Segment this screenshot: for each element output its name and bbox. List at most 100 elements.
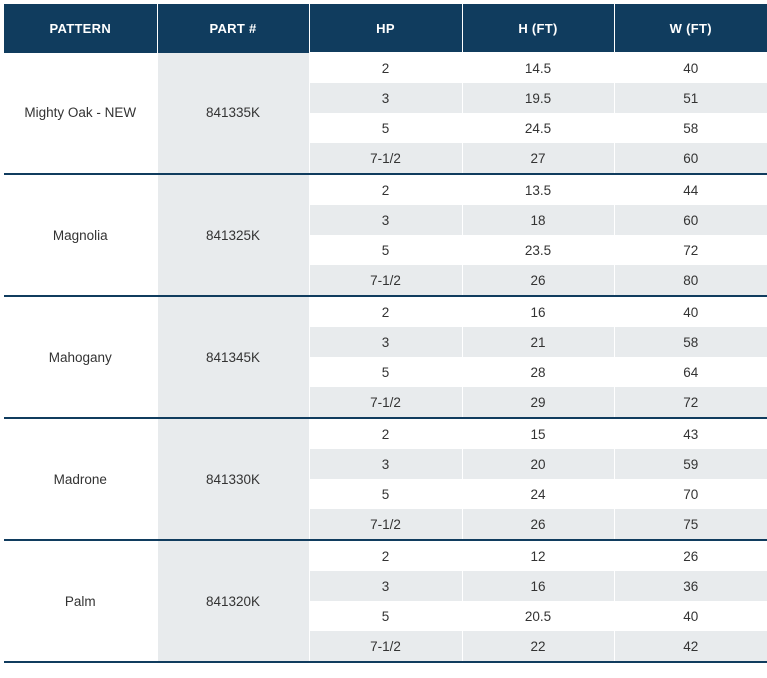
hp-cell: 3 [309, 449, 463, 479]
pattern-name-cell: Mahogany [4, 296, 158, 419]
width-cell: 58 [614, 327, 767, 357]
part-number-cell: 841320K [157, 540, 310, 663]
height-cell: 21 [462, 327, 615, 357]
width-cell: 72 [614, 235, 767, 265]
table-row: Mahogany 841345K 2 16 40 [4, 295, 767, 419]
height-cell: 16 [462, 571, 615, 601]
hp-cell: 3 [309, 571, 463, 601]
hp-cell: 3 [309, 327, 463, 357]
table-row: Mighty Oak - NEW 841335K 2 14.5 40 [4, 52, 767, 175]
column-header-part: PART # [157, 4, 310, 53]
width-cell: 40 [614, 295, 767, 327]
hp-cell: 7-1/2 [309, 143, 463, 175]
hp-cell: 7-1/2 [309, 509, 463, 541]
column-header-height: H (FT) [462, 4, 615, 53]
width-cell: 72 [614, 387, 767, 419]
table-row: Palm 841320K 2 12 26 [4, 539, 767, 663]
table-row: Madrone 841330K 2 15 43 [4, 417, 767, 541]
pattern-name-cell: Madrone [4, 418, 158, 541]
table-row: Magnolia 841325K 2 13.5 44 [4, 173, 767, 297]
hp-cell: 5 [309, 113, 463, 143]
height-cell: 24.5 [462, 113, 615, 143]
table-row: 5 20.5 40 [4, 601, 767, 631]
width-cell: 80 [614, 265, 767, 297]
table-row: 7-1/2 27 60 [4, 143, 767, 175]
hp-cell: 3 [309, 205, 463, 235]
part-number-cell: 841330K [157, 418, 310, 541]
width-cell: 64 [614, 357, 767, 387]
height-cell: 14.5 [462, 52, 615, 83]
width-cell: 44 [614, 173, 767, 205]
height-cell: 26 [462, 509, 615, 541]
column-header-pattern: PATTERN [4, 4, 158, 53]
part-number-cell: 841335K [157, 52, 310, 175]
spec-table: PATTERN PART # HP H (FT) W (FT) Mighty O… [4, 4, 767, 663]
width-cell: 36 [614, 571, 767, 601]
pattern-name-cell: Palm [4, 540, 158, 663]
column-header-width: W (FT) [614, 4, 767, 53]
height-cell: 16 [462, 295, 615, 327]
table-row: 3 20 59 [4, 449, 767, 479]
hp-cell: 5 [309, 601, 463, 631]
table-row: 7-1/2 22 42 [4, 631, 767, 663]
height-cell: 20 [462, 449, 615, 479]
height-cell: 20.5 [462, 601, 615, 631]
width-cell: 60 [614, 205, 767, 235]
table-header: PATTERN PART # HP H (FT) W (FT) [4, 4, 767, 53]
width-cell: 70 [614, 479, 767, 509]
width-cell: 40 [614, 601, 767, 631]
table-row: 3 21 58 [4, 327, 767, 357]
hp-cell: 2 [309, 295, 463, 327]
height-cell: 27 [462, 143, 615, 175]
table-row: 3 16 36 [4, 571, 767, 601]
table-row: 5 24.5 58 [4, 113, 767, 143]
hp-cell: 3 [309, 83, 463, 113]
table-row: 7-1/2 26 80 [4, 265, 767, 297]
height-cell: 23.5 [462, 235, 615, 265]
hp-cell: 7-1/2 [309, 387, 463, 419]
hp-cell: 2 [309, 52, 463, 83]
part-number-cell: 841345K [157, 296, 310, 419]
height-cell: 15 [462, 417, 615, 449]
hp-cell: 2 [309, 417, 463, 449]
height-cell: 28 [462, 357, 615, 387]
hp-cell: 7-1/2 [309, 265, 463, 297]
height-cell: 18 [462, 205, 615, 235]
hp-cell: 2 [309, 539, 463, 571]
table-row: 5 28 64 [4, 357, 767, 387]
width-cell: 60 [614, 143, 767, 175]
part-number-cell: 841325K [157, 174, 310, 297]
pattern-name-cell: Magnolia [4, 174, 158, 297]
header-row: PATTERN PART # HP H (FT) W (FT) [4, 4, 767, 53]
height-cell: 24 [462, 479, 615, 509]
hp-cell: 7-1/2 [309, 631, 463, 663]
width-cell: 75 [614, 509, 767, 541]
width-cell: 59 [614, 449, 767, 479]
height-cell: 13.5 [462, 173, 615, 205]
width-cell: 42 [614, 631, 767, 663]
spec-table-container: PATTERN PART # HP H (FT) W (FT) Mighty O… [4, 4, 767, 663]
width-cell: 40 [614, 52, 767, 83]
pattern-name-cell: Mighty Oak - NEW [4, 52, 158, 175]
table-row: 3 19.5 51 [4, 83, 767, 113]
hp-cell: 5 [309, 357, 463, 387]
width-cell: 26 [614, 539, 767, 571]
table-row: 7-1/2 29 72 [4, 387, 767, 419]
width-cell: 43 [614, 417, 767, 449]
height-cell: 22 [462, 631, 615, 663]
height-cell: 26 [462, 265, 615, 297]
hp-cell: 5 [309, 479, 463, 509]
width-cell: 58 [614, 113, 767, 143]
height-cell: 12 [462, 539, 615, 571]
column-header-hp: HP [309, 4, 463, 53]
height-cell: 29 [462, 387, 615, 419]
table-row: 3 18 60 [4, 205, 767, 235]
table-row: 5 23.5 72 [4, 235, 767, 265]
hp-cell: 5 [309, 235, 463, 265]
hp-cell: 2 [309, 173, 463, 205]
table-body: Mighty Oak - NEW 841335K 2 14.5 40 3 19.5 51 5 24… [4, 52, 767, 663]
height-cell: 19.5 [462, 83, 615, 113]
table-row: 5 24 70 [4, 479, 767, 509]
table-row: 7-1/2 26 75 [4, 509, 767, 541]
width-cell: 51 [614, 83, 767, 113]
